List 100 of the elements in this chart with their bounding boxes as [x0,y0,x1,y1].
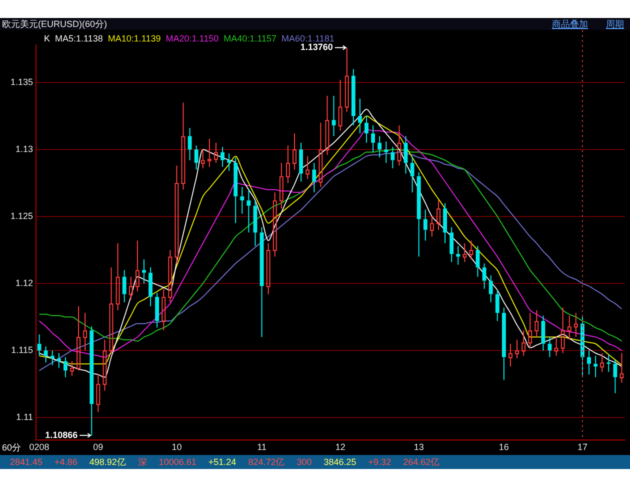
candlestick [554,336,558,356]
candlestick [378,136,382,158]
candlestick [423,209,428,242]
candlestick [364,116,368,144]
candlestick [70,360,74,376]
y-tick-label: 1.125 [10,210,33,221]
candlestick [613,359,618,394]
text: 2841.45 [10,457,43,467]
candlestick [207,138,212,168]
candlestick [227,153,232,172]
candlestick [181,102,186,190]
candlestick [83,312,88,351]
candlestick [620,352,624,384]
candlestick [371,124,375,153]
text: 周期 [606,19,624,29]
candlestick [37,334,42,356]
candlestick [450,226,454,263]
text: MA40:1.1157 [224,33,276,44]
text: 10006.61 [158,457,196,467]
candlestick [488,274,493,303]
candlestick [306,156,310,180]
candlestick [272,192,277,258]
annotation: 1.10866 [45,430,78,440]
candlestick [541,315,546,351]
candlestick [515,339,519,359]
text: 商品叠加 [552,19,588,29]
candlestick [148,266,152,307]
text: MA5:1.1138 [55,33,103,44]
text: +51.24 [208,457,236,467]
candlestick [508,343,512,368]
candlestick [44,346,48,363]
chart-title: 欧元美元(EURUSD)(60分) [1,19,108,29]
text: +4.86 [54,457,78,467]
candlestick [469,240,474,260]
candlestick [600,352,604,372]
candlestick [109,266,114,354]
candlestick [135,240,140,292]
candlestick [116,242,120,311]
x-tick-label: 16 [498,442,509,452]
text: 3846.25 [324,457,356,467]
text: 824.72亿 [248,457,285,467]
text: MA20:1.1150 [166,33,219,44]
x-tick-label: 13 [414,442,424,452]
candlestick [174,165,179,264]
candlestick [96,374,100,413]
candlestick [325,95,330,156]
x-tick-label: 0208 [29,442,50,452]
candlestick [194,144,198,170]
candlestick [234,157,238,224]
candlestick [482,262,486,290]
x-tick-label: 10 [172,442,182,452]
candlestick [332,95,336,137]
candlestick [63,356,68,378]
candlestick [351,68,356,126]
candlestick [456,245,460,266]
candlestick [410,156,414,193]
x-tick-label: 09 [93,442,104,452]
candlestick [318,122,323,188]
candlestick [292,132,296,170]
candlestick [397,124,402,166]
candlestick [162,288,166,331]
text: 498.92亿 [89,457,126,467]
candlestick [548,336,552,358]
y-tick-label: 1.115 [11,344,33,355]
candlestick [443,202,447,244]
candlestick [534,310,539,338]
candlestick [580,315,584,378]
candlestick [155,292,160,328]
candlestick [384,140,388,164]
candlestick [338,79,342,132]
candlestick [358,98,362,134]
candlestick [567,315,572,340]
y-tick-label: 1.12 [15,278,33,288]
candlestick [90,326,94,436]
candlestick [220,146,224,168]
candlestick [299,142,304,182]
candlestick [606,354,611,372]
candlestick [200,148,205,169]
candlestick [502,307,506,380]
candlestick [76,306,80,372]
text: MA10:1.1139 [108,33,161,44]
text: 264.62亿 [403,457,440,467]
candlestick [560,307,565,354]
candlestick [50,350,54,366]
candlestick [594,355,598,378]
candlestick [416,172,421,258]
y-tick-label: 1.13 [15,144,33,154]
candlestick [522,330,526,356]
candlestick [587,350,591,376]
candlestick [390,146,395,169]
candlestick [128,276,133,300]
y-tick-label: 1.11 [16,412,33,422]
candlestick [102,339,107,392]
x-tick-label: 11 [257,442,266,452]
candlestick [240,186,244,214]
candlestick [574,312,578,338]
candlestick [266,242,270,295]
candlestick [122,270,126,303]
text: +9.32 [368,457,392,467]
candlestick [312,162,316,193]
